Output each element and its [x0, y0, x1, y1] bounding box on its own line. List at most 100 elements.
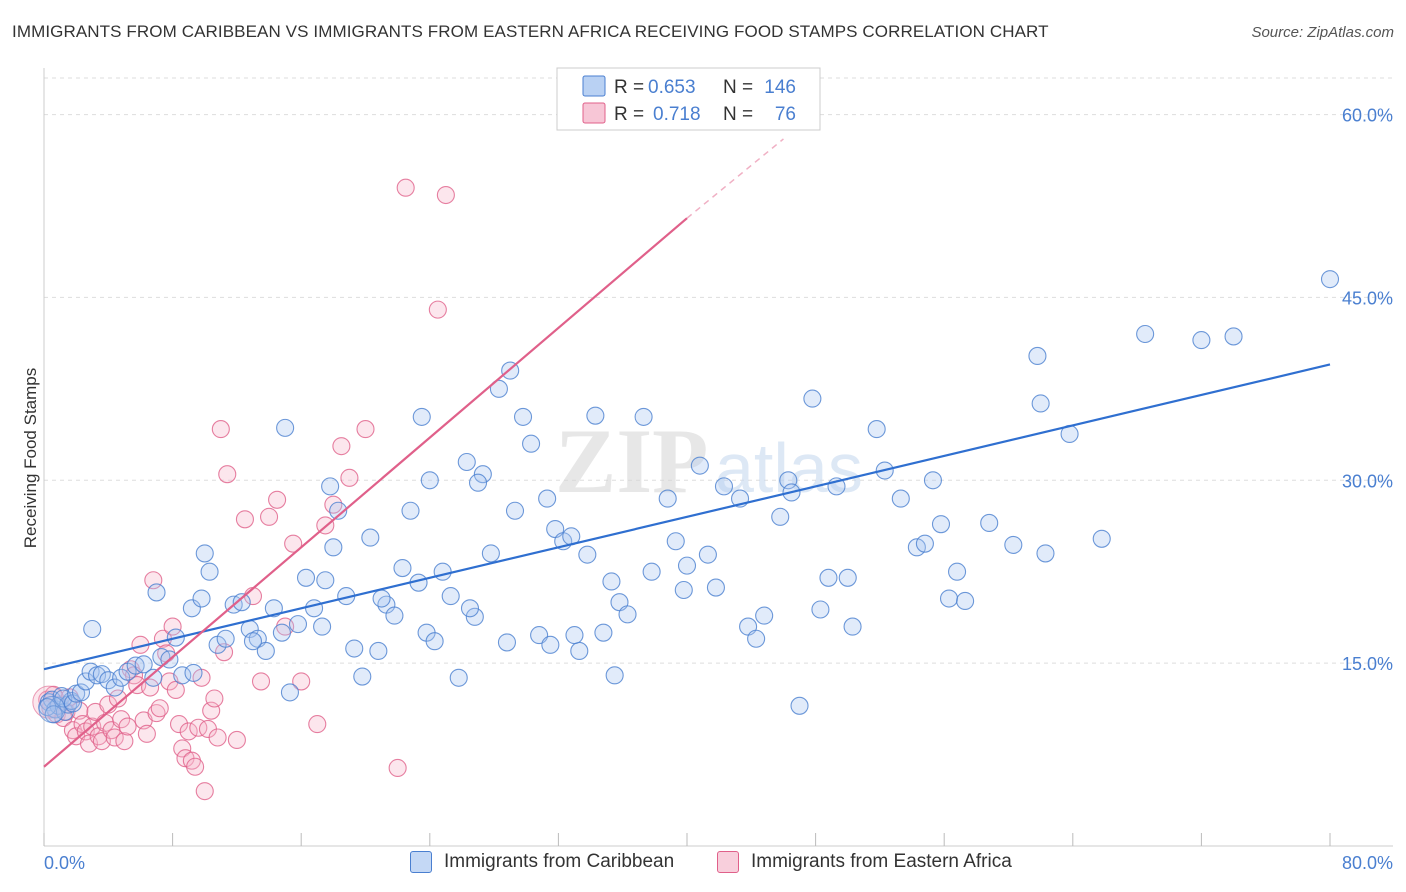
axes	[43, 68, 1393, 847]
caribbean-point-139	[838, 568, 857, 587]
caribbean-point-46	[321, 477, 340, 496]
caribbean-point-24	[144, 668, 163, 687]
eastern-africa-point-39	[163, 617, 182, 636]
legend-r-label-eastern-africa: R =	[614, 104, 644, 125]
caribbean-point-131	[195, 544, 214, 563]
caribbean-point-136	[468, 473, 488, 492]
legend-r-value-eastern-africa: 0.718	[653, 104, 701, 125]
caribbean-point-80	[594, 623, 613, 642]
caribbean-point-73	[538, 489, 557, 508]
caribbean-point-62	[449, 668, 468, 687]
caribbean-point-87	[666, 532, 685, 551]
caribbean-point-41	[280, 683, 299, 702]
caribbean-point-30	[192, 589, 211, 608]
legend-item-eastern-africa[interactable]: Immigrants from Eastern Africa	[717, 851, 1012, 873]
caribbean-point-117	[1036, 544, 1055, 563]
eastern-africa-point-49	[195, 782, 214, 801]
eastern-africa-point-57	[227, 730, 246, 749]
caribbean-point-140	[1031, 394, 1050, 413]
eastern-africa-point-53	[208, 728, 227, 747]
caribbean-point-95	[747, 629, 766, 648]
caribbean-point-127	[605, 666, 624, 685]
watermark: ZIP atlas	[555, 410, 863, 512]
caribbean-point-121	[243, 632, 263, 651]
caribbean-point-31	[200, 562, 219, 581]
legend-swatch-caribbean-bottom	[410, 851, 432, 873]
caribbean-point-126	[541, 635, 560, 654]
caribbean-point-108	[915, 534, 934, 553]
series-eastern-africa-points	[32, 178, 455, 801]
eastern-africa-point-65	[292, 672, 311, 691]
caribbean-point-90	[698, 545, 717, 564]
caribbean-point-103	[843, 617, 862, 636]
caribbean-point-114	[980, 513, 999, 533]
caribbean-point-99	[803, 389, 822, 408]
caribbean-point-83	[618, 605, 637, 624]
caribbean-point-19	[105, 678, 124, 697]
caribbean-point-52	[369, 641, 388, 661]
eastern-africa-point-74	[428, 300, 447, 319]
legend-item-caribbean[interactable]: Immigrants from Caribbean	[410, 851, 674, 873]
watermark-zip: ZIP	[555, 410, 708, 512]
eastern-africa-point-62	[268, 490, 287, 509]
eastern-africa-point-47	[189, 718, 208, 737]
x-tick-label-max: 80.0%	[1342, 853, 1393, 873]
caribbean-point-133	[316, 571, 335, 590]
y-axis-label: Receiving Food Stamps	[21, 368, 40, 548]
series-caribbean-points	[38, 270, 1340, 724]
caribbean-point-115	[1004, 535, 1023, 554]
eastern-africa-point-56	[218, 465, 237, 484]
eastern-africa-point-46	[186, 757, 205, 776]
caribbean-point-65	[473, 465, 492, 484]
eastern-africa-point-41	[169, 715, 189, 734]
legend-n-label-eastern-africa: N =	[723, 104, 753, 125]
caribbean-point-51	[361, 528, 380, 547]
caribbean-point-124	[460, 599, 480, 618]
caribbean-point-78	[578, 545, 597, 564]
y-tick-labels: 15.0% 30.0% 45.0% 60.0%	[1342, 106, 1393, 675]
caribbean-point-138	[790, 696, 809, 715]
eastern-africa-point-68	[324, 495, 343, 514]
caribbean-point-69	[505, 501, 525, 520]
caribbean-point-130	[147, 583, 166, 602]
caribbean-point-67	[489, 379, 508, 398]
caribbean-point-61	[441, 587, 460, 606]
eastern-africa-point-58	[235, 510, 254, 529]
trendline-caribbean	[43, 363, 1331, 671]
caribbean-point-56	[401, 501, 420, 520]
caribbean-point-134	[372, 589, 391, 608]
caribbean-point-128	[677, 556, 697, 575]
y-tick-label-2: 45.0%	[1342, 288, 1393, 308]
caribbean-point-112	[948, 562, 967, 581]
caribbean-point-143	[1224, 327, 1243, 346]
caribbean-point-68	[497, 633, 517, 652]
y-tick-label-3: 60.0%	[1342, 106, 1393, 126]
caribbean-point-110	[931, 515, 951, 534]
eastern-africa-point-31	[137, 724, 156, 743]
eastern-africa-point-72	[388, 758, 407, 778]
caribbean-point-113	[956, 591, 975, 611]
caribbean-point-123	[412, 407, 431, 426]
trendline-eastern-africa-extension	[686, 138, 784, 219]
caribbean-point-14	[76, 672, 95, 691]
caribbean-point-45	[313, 617, 332, 636]
caribbean-point-23	[134, 655, 153, 674]
eastern-africa-point-75	[436, 185, 455, 205]
eastern-africa-point-55	[214, 643, 234, 662]
chart-title: IMMIGRANTS FROM CARIBBEAN VS IMMIGRANTS …	[12, 22, 1049, 41]
caribbean-point-100	[811, 600, 830, 619]
eastern-africa-point-22	[108, 689, 127, 708]
caribbean-point-122	[324, 538, 343, 557]
caribbean-point-44	[305, 599, 324, 618]
eastern-africa-point-64	[284, 534, 303, 553]
caribbean-point-85	[642, 562, 661, 581]
x-tick-labels: 0.0% 80.0%	[44, 853, 1393, 873]
caribbean-point-70	[513, 407, 533, 426]
caribbean-point-29	[182, 599, 201, 618]
top-legend: R = 0.653 N = 146 R = 0.718 N = 76	[556, 67, 821, 131]
caribbean-point-55	[393, 559, 412, 578]
eastern-africa-point-25	[118, 717, 137, 736]
caribbean-point-104	[867, 420, 886, 439]
eastern-africa-point-54	[211, 420, 230, 439]
caribbean-point-60	[433, 562, 452, 581]
